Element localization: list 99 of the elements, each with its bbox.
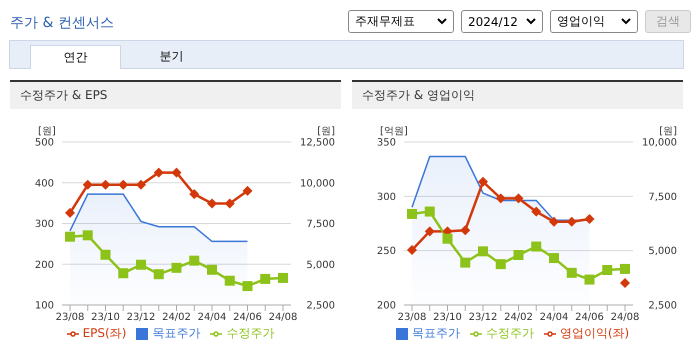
point [242, 281, 252, 292]
point [424, 206, 435, 217]
x-tick-label: 23/08 [56, 312, 84, 324]
point [189, 256, 200, 266]
point [260, 274, 270, 284]
y-tick-label: 500 [34, 138, 54, 149]
point [566, 268, 577, 278]
y2-tick-label: 7,500 [306, 219, 335, 230]
point [460, 225, 470, 236]
point [207, 264, 217, 275]
point [514, 250, 524, 260]
legend-label: 목표주가 [152, 326, 200, 340]
y-axis-title: [원] [38, 125, 56, 138]
x-tick-label: 24/08 [268, 312, 298, 324]
point [496, 259, 506, 270]
point [531, 242, 542, 252]
point [118, 268, 128, 278]
x-tick-label: 23/10 [91, 312, 120, 324]
point [424, 226, 435, 236]
text: 분기 [158, 48, 184, 65]
point [478, 176, 488, 187]
y2-tick-label: 10,000 [642, 138, 677, 149]
point [407, 208, 417, 219]
x-tick-label: 23/12 [468, 312, 498, 324]
point [460, 258, 470, 268]
point [478, 246, 488, 256]
point [207, 198, 217, 209]
y2-tick-label: 12,500 [300, 138, 335, 149]
point [65, 208, 75, 218]
y2-axis-title: [원] [317, 125, 335, 138]
point [584, 274, 594, 285]
text: 주재무제표 [355, 13, 415, 30]
text: 주가 & 컨센서스 [10, 14, 114, 32]
point [82, 180, 93, 190]
point [82, 230, 93, 240]
legend-label: 목표주가 [412, 326, 460, 340]
legend-label: EPS(좌) [82, 326, 126, 340]
y2-tick-label: 2,500 [306, 300, 335, 312]
legend-label: 수정주가 [486, 326, 534, 340]
point [154, 269, 164, 280]
x-tick-label: 24/04 [198, 312, 226, 324]
point [100, 180, 110, 190]
point [136, 180, 146, 190]
y-tick-label: 350 [376, 138, 396, 149]
point [172, 168, 182, 178]
point [531, 206, 542, 217]
point [514, 193, 524, 204]
point [65, 232, 75, 242]
x-tick-label: 24/08 [610, 312, 640, 324]
point [189, 189, 200, 200]
point [549, 216, 559, 227]
x-tick-label: 24/04 [540, 312, 568, 324]
chart-title: 수정주가 & EPS [10, 80, 341, 109]
y2-tick-label: 10,000 [300, 178, 335, 190]
point [118, 180, 128, 190]
point [620, 264, 630, 274]
point [100, 250, 110, 260]
point [242, 186, 252, 196]
y2-tick-label: 2,500 [648, 300, 677, 312]
y-tick-label: 100 [34, 300, 54, 312]
x-tick-label: 24/02 [162, 312, 191, 324]
point [584, 214, 594, 224]
x-tick-label: 24/06 [575, 312, 604, 324]
y-tick-label: 300 [34, 219, 54, 230]
point [154, 168, 164, 178]
point [496, 193, 506, 204]
point [224, 198, 235, 209]
point [566, 216, 577, 227]
legend-label: 영업이익(좌) [560, 326, 630, 340]
point [602, 265, 612, 276]
point [136, 260, 146, 270]
text: 검색 [645, 10, 691, 33]
y-tick-label: 400 [34, 178, 54, 190]
point [620, 278, 630, 288]
x-tick-label: 24/06 [233, 312, 262, 324]
x-tick-label: 23/10 [433, 312, 462, 324]
y-tick-label: 200 [376, 300, 396, 312]
y-axis-title: [억원] [380, 125, 408, 138]
point [278, 272, 288, 283]
text: 연간 [30, 45, 121, 69]
y-tick-label: 300 [376, 192, 396, 203]
x-tick-label: 23/12 [126, 312, 156, 324]
chart-title: 수정주가 & 영업이익 [352, 80, 683, 109]
y2-tick-label: 5,000 [648, 246, 677, 258]
point [407, 245, 417, 256]
y-tick-label: 250 [376, 246, 396, 258]
x-tick-label: 24/02 [504, 312, 533, 324]
y-tick-label: 200 [34, 260, 54, 271]
x-tick-label: 23/08 [398, 312, 426, 324]
y2-tick-label: 7,500 [648, 192, 677, 203]
point [549, 253, 559, 264]
point [172, 262, 182, 273]
point [224, 276, 235, 286]
y2-tick-label: 5,000 [306, 260, 335, 271]
text: 영업이익 [557, 13, 605, 30]
text: 2024/12 [468, 14, 518, 28]
y2-axis-title: [원] [659, 125, 677, 138]
legend-label: 수정주가 [226, 326, 274, 340]
point [442, 234, 452, 244]
